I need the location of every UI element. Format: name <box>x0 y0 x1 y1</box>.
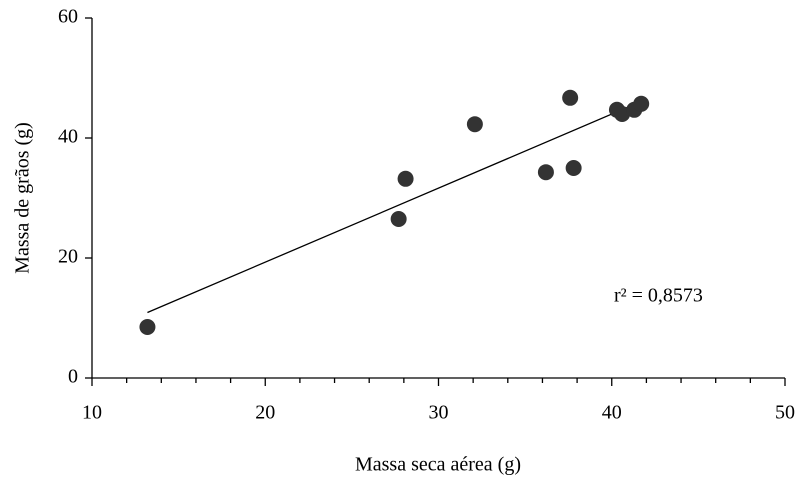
point <box>537 164 554 181</box>
y-tick-label: 60 <box>58 6 78 28</box>
y-tick-label: 0 <box>68 366 78 388</box>
y-tick-label: 20 <box>58 246 78 268</box>
x-tick-label: 40 <box>602 402 622 424</box>
point <box>466 116 483 133</box>
point <box>397 170 414 187</box>
x-tick-label: 50 <box>775 402 795 424</box>
x-tick-label: 20 <box>255 402 275 424</box>
point <box>633 95 650 112</box>
y-tick-label: 40 <box>58 126 78 148</box>
annotation: r² = 0,8573 <box>614 285 703 307</box>
x-axis-label: Massa seca aérea (g) <box>355 454 521 476</box>
trendline <box>147 100 642 314</box>
point <box>562 89 579 106</box>
point <box>139 319 156 335</box>
x-tick-label: 10 <box>82 402 102 424</box>
point <box>614 106 631 122</box>
x-tick-label: 30 <box>429 402 449 424</box>
y-axis-label: Massa de grãos (g) <box>12 122 34 274</box>
point <box>390 211 407 227</box>
point <box>565 160 582 176</box>
